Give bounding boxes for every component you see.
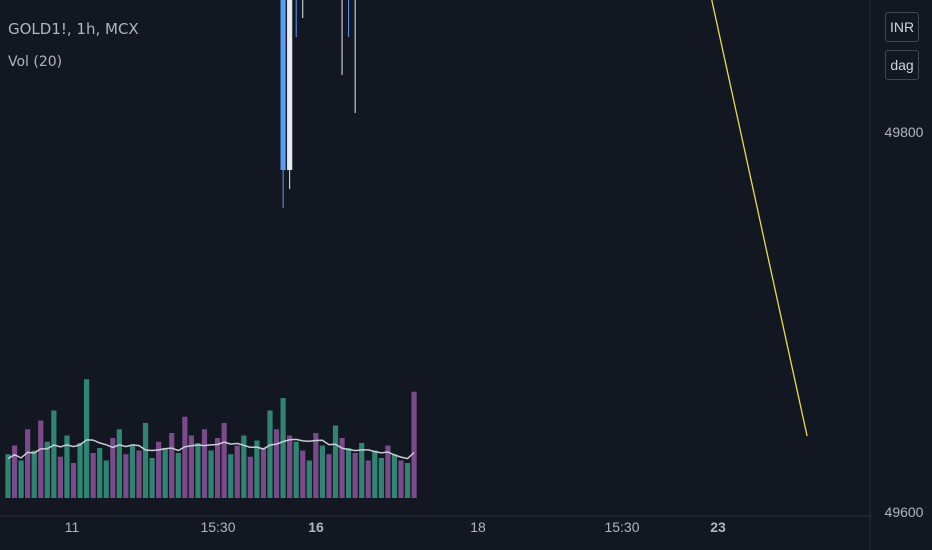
volume-bar [365, 460, 371, 498]
volume-bar [175, 453, 181, 498]
volume-bar [234, 445, 240, 498]
volume-bar [31, 450, 37, 498]
volume-bar [51, 410, 57, 498]
volume-bar [221, 423, 227, 498]
volume-bar [129, 445, 136, 498]
volume-bar [247, 456, 253, 498]
volume-bar [306, 460, 312, 498]
time-tick-label: 18 [470, 519, 486, 535]
volume-bar [11, 445, 18, 498]
volume-bar [208, 450, 214, 498]
volume-bar [136, 450, 142, 498]
symbol-title[interactable]: GOLD1!, 1h, MCX [8, 20, 139, 38]
volume-bar [404, 463, 411, 498]
volume-bar [195, 443, 201, 498]
volume-bar [103, 460, 109, 498]
volume-bar [273, 429, 280, 498]
volume-bar [411, 391, 417, 498]
price-tick-label: 49600 [885, 504, 924, 520]
volume-bar [90, 453, 96, 498]
volume-bar [77, 443, 83, 498]
time-tick-label: 15:30 [200, 519, 235, 535]
volume-bar [38, 420, 44, 498]
volume-bar [352, 453, 358, 498]
trend-line-yellow [711, 0, 808, 437]
volume-bar [149, 458, 155, 498]
volume-bar [215, 438, 221, 498]
volume-bar [228, 454, 234, 498]
volume-indicator-label[interactable]: Vol (20) [8, 54, 63, 70]
volume-bar [169, 433, 175, 498]
volume-bar [280, 398, 286, 498]
volume-ma-line [7, 438, 415, 460]
volume-bar [359, 443, 365, 498]
volume-bar [300, 450, 306, 498]
unit-button[interactable]: dag [885, 50, 919, 80]
volume-bar [64, 435, 70, 498]
volume-bar [44, 441, 50, 498]
volume-bar [162, 448, 168, 498]
time-tick-label: 23 [710, 519, 726, 535]
volume-bar [378, 458, 384, 498]
volume-bar [287, 435, 293, 498]
volume-bar [110, 438, 116, 498]
candle-body [287, 0, 293, 170]
currency-button[interactable]: INR [885, 12, 919, 42]
volume-bar [116, 429, 122, 498]
volume-bar [346, 448, 352, 498]
time-tick-label: 11 [65, 519, 80, 535]
volume-bar [332, 425, 339, 498]
candle-body [280, 0, 286, 170]
time-tick-label: 15:30 [604, 519, 639, 535]
volume-bar [5, 454, 11, 498]
volume-bar [57, 456, 63, 498]
volume-bar [142, 423, 149, 498]
price-axis-background [871, 0, 932, 550]
volume-bar [201, 429, 208, 498]
volume-bar [70, 463, 77, 498]
volume-bar [372, 450, 378, 498]
volume-bar [339, 438, 345, 498]
volume-bar [25, 429, 31, 498]
volume-bar [97, 448, 103, 498]
volume-bar [385, 445, 391, 498]
volume-bar [319, 445, 325, 498]
volume-bar [182, 416, 188, 498]
volume-bar [326, 454, 332, 498]
volume-bar [267, 410, 273, 498]
volume-bar [254, 440, 260, 498]
volume-bar [18, 460, 24, 498]
volume-bar [188, 435, 194, 498]
volume-bar [398, 460, 404, 498]
volume-bar [123, 454, 129, 498]
price-tick-label: 49800 [885, 124, 924, 140]
volume-bar [313, 433, 319, 498]
volume-bar [84, 379, 90, 498]
volume-bar [260, 448, 267, 498]
time-tick-label: 16 [308, 519, 324, 535]
volume-bar [293, 441, 299, 498]
volume-bar [241, 435, 247, 498]
volume-bar [391, 454, 398, 498]
volume-bar [156, 441, 162, 498]
